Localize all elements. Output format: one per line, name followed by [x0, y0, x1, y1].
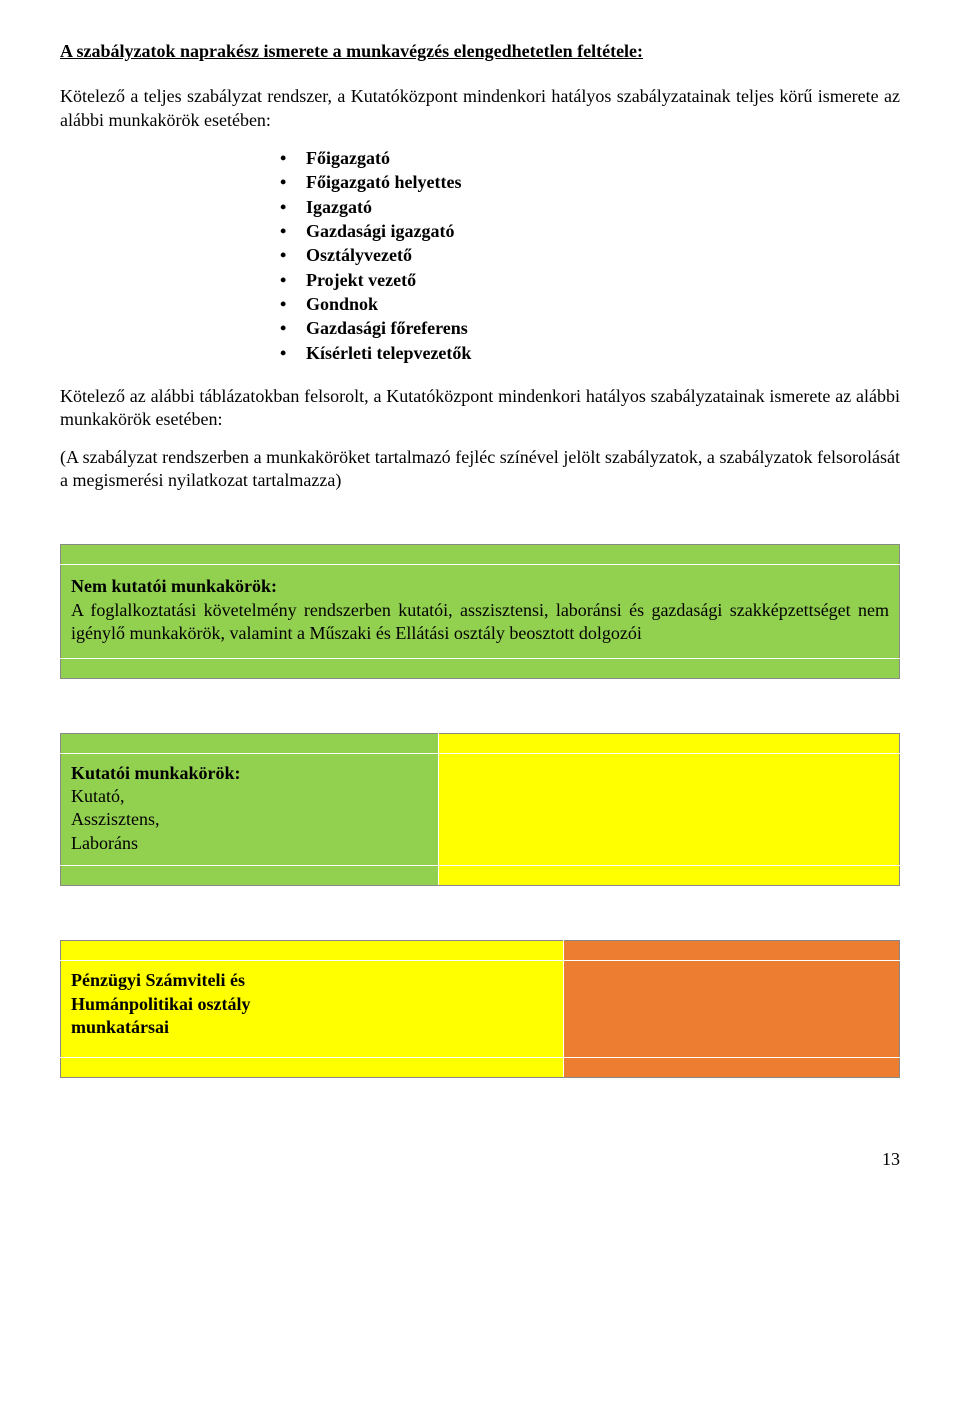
box3-left-cell: Pénzügyi Számviteli és Humánpolitikai os… — [61, 961, 564, 1058]
box1-body: A foglalkoztatási követelmény rendszerbe… — [71, 600, 889, 643]
box2-line: Kutató, — [71, 786, 125, 806]
box2-right-cell — [438, 753, 899, 866]
box2-spacer-br — [438, 866, 899, 886]
box2-spacer-tl — [61, 733, 439, 753]
box3-spacer-tr — [564, 941, 900, 961]
section-title: A szabályzatok naprakész ismerete a munk… — [60, 40, 900, 63]
box-researcher: Kutatói munkakörök: Kutató, Asszisztens,… — [60, 733, 900, 887]
box-non-researcher: Nem kutatói munkakörök: A foglalkoztatás… — [60, 544, 900, 678]
box2-line: Laboráns — [71, 833, 138, 853]
paragraph-3: (A szabályzat rendszerben a munkaköröket… — [60, 446, 900, 493]
bullet-item: Gazdasági főreferens — [280, 316, 900, 340]
box1-spacer-bottom — [61, 658, 900, 678]
bullet-item: Osztályvezető — [280, 243, 900, 267]
box1-cell: Nem kutatói munkakörök: A foglalkoztatás… — [61, 565, 900, 658]
role-bullet-list: Főigazgató Főigazgató helyettes Igazgató… — [60, 146, 900, 365]
box3-line1: Pénzügyi Számviteli és — [71, 970, 245, 990]
intro-paragraph: Kötelező a teljes szabályzat rendszer, a… — [60, 85, 900, 132]
box3-spacer-bl — [61, 1058, 564, 1078]
box3-spacer-tl — [61, 941, 564, 961]
box1-title: Nem kutatói munkakörök: — [71, 576, 277, 596]
bullet-item: Főigazgató helyettes — [280, 170, 900, 194]
box3-line3: munkatársai — [71, 1017, 169, 1037]
box2-line: Asszisztens, — [71, 809, 160, 829]
bullet-item: Gazdasági igazgató — [280, 219, 900, 243]
box2-title: Kutatói munkakörök: — [71, 763, 241, 783]
bullet-item: Igazgató — [280, 195, 900, 219]
box2-spacer-bl — [61, 866, 439, 886]
box2-left-cell: Kutatói munkakörök: Kutató, Asszisztens,… — [61, 753, 439, 866]
bullet-item: Gondnok — [280, 292, 900, 316]
bullet-item: Főigazgató — [280, 146, 900, 170]
paragraph-2: Kötelező az alábbi táblázatokban felsoro… — [60, 385, 900, 432]
bullet-item: Projekt vezető — [280, 268, 900, 292]
box-finance-hr: Pénzügyi Számviteli és Humánpolitikai os… — [60, 940, 900, 1078]
box1-spacer-top — [61, 545, 900, 565]
page-number: 13 — [60, 1148, 900, 1171]
box3-line2: Humánpolitikai osztály — [71, 994, 251, 1014]
box3-spacer-br — [564, 1058, 900, 1078]
box3-right-cell — [564, 961, 900, 1058]
box2-spacer-tr — [438, 733, 899, 753]
bullet-item: Kísérleti telepvezetők — [280, 341, 900, 365]
